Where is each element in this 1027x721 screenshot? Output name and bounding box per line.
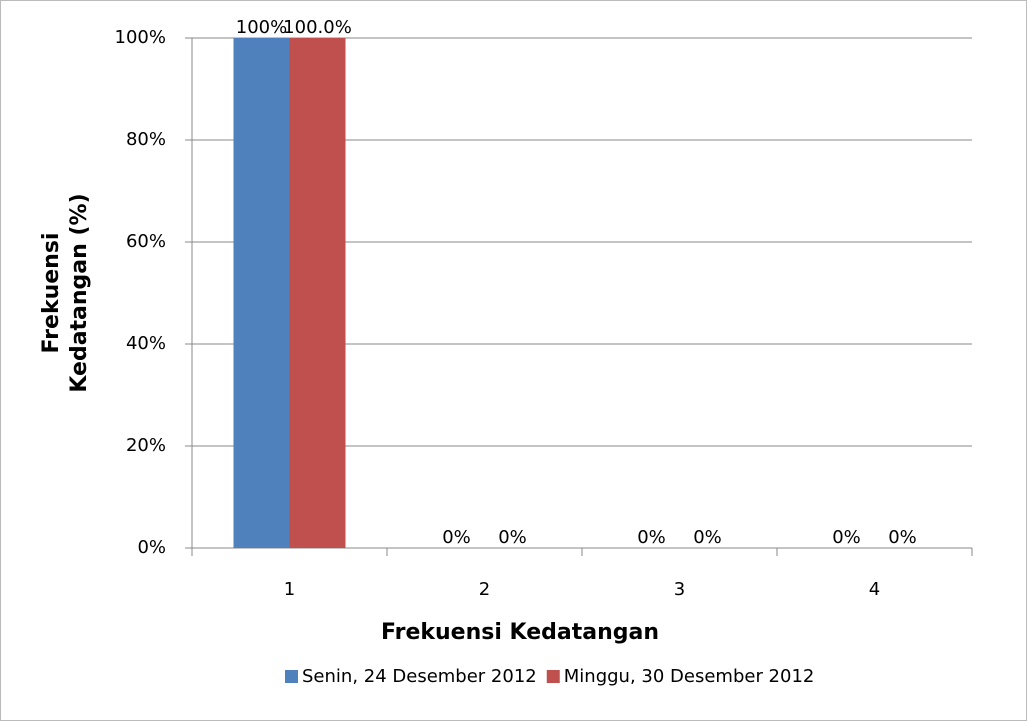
value-label: 0%	[693, 527, 722, 548]
legend-swatch	[546, 670, 560, 683]
legend-label: Minggu, 30 Desember 2012	[564, 666, 815, 687]
x-tick-label: 3	[674, 579, 685, 600]
bar	[289, 38, 346, 548]
y-tick-label: 40%	[126, 333, 166, 354]
y-tick-label: 20%	[126, 435, 166, 456]
value-label: 0%	[498, 527, 527, 548]
legend-label: Senin, 24 Desember 2012	[302, 666, 537, 687]
y-tick-label: 60%	[126, 231, 166, 252]
value-label: 100.0%	[283, 17, 352, 38]
x-tick-label: 4	[869, 579, 880, 600]
legend-swatch	[285, 670, 298, 683]
y-tick-label: 80%	[126, 129, 166, 150]
y-axis-title-line: Kedatangan (%)	[67, 193, 92, 392]
value-label: 100%	[236, 17, 287, 38]
value-label: 0%	[442, 527, 471, 548]
y-tick-label: 100%	[115, 27, 166, 48]
y-axis-title: Frekuensi Kedatangan (%)	[39, 193, 92, 392]
x-tick-label: 2	[479, 579, 490, 600]
x-tick-label: 1	[284, 579, 295, 600]
y-axis-title-line: Frekuensi	[39, 233, 64, 354]
y-tick-label: 0%	[137, 537, 166, 558]
x-axis-title: Frekuensi Kedatangan	[381, 620, 659, 645]
value-label: 0%	[637, 527, 666, 548]
value-label: 0%	[888, 527, 917, 548]
bar	[233, 38, 290, 548]
value-label: 0%	[832, 527, 861, 548]
